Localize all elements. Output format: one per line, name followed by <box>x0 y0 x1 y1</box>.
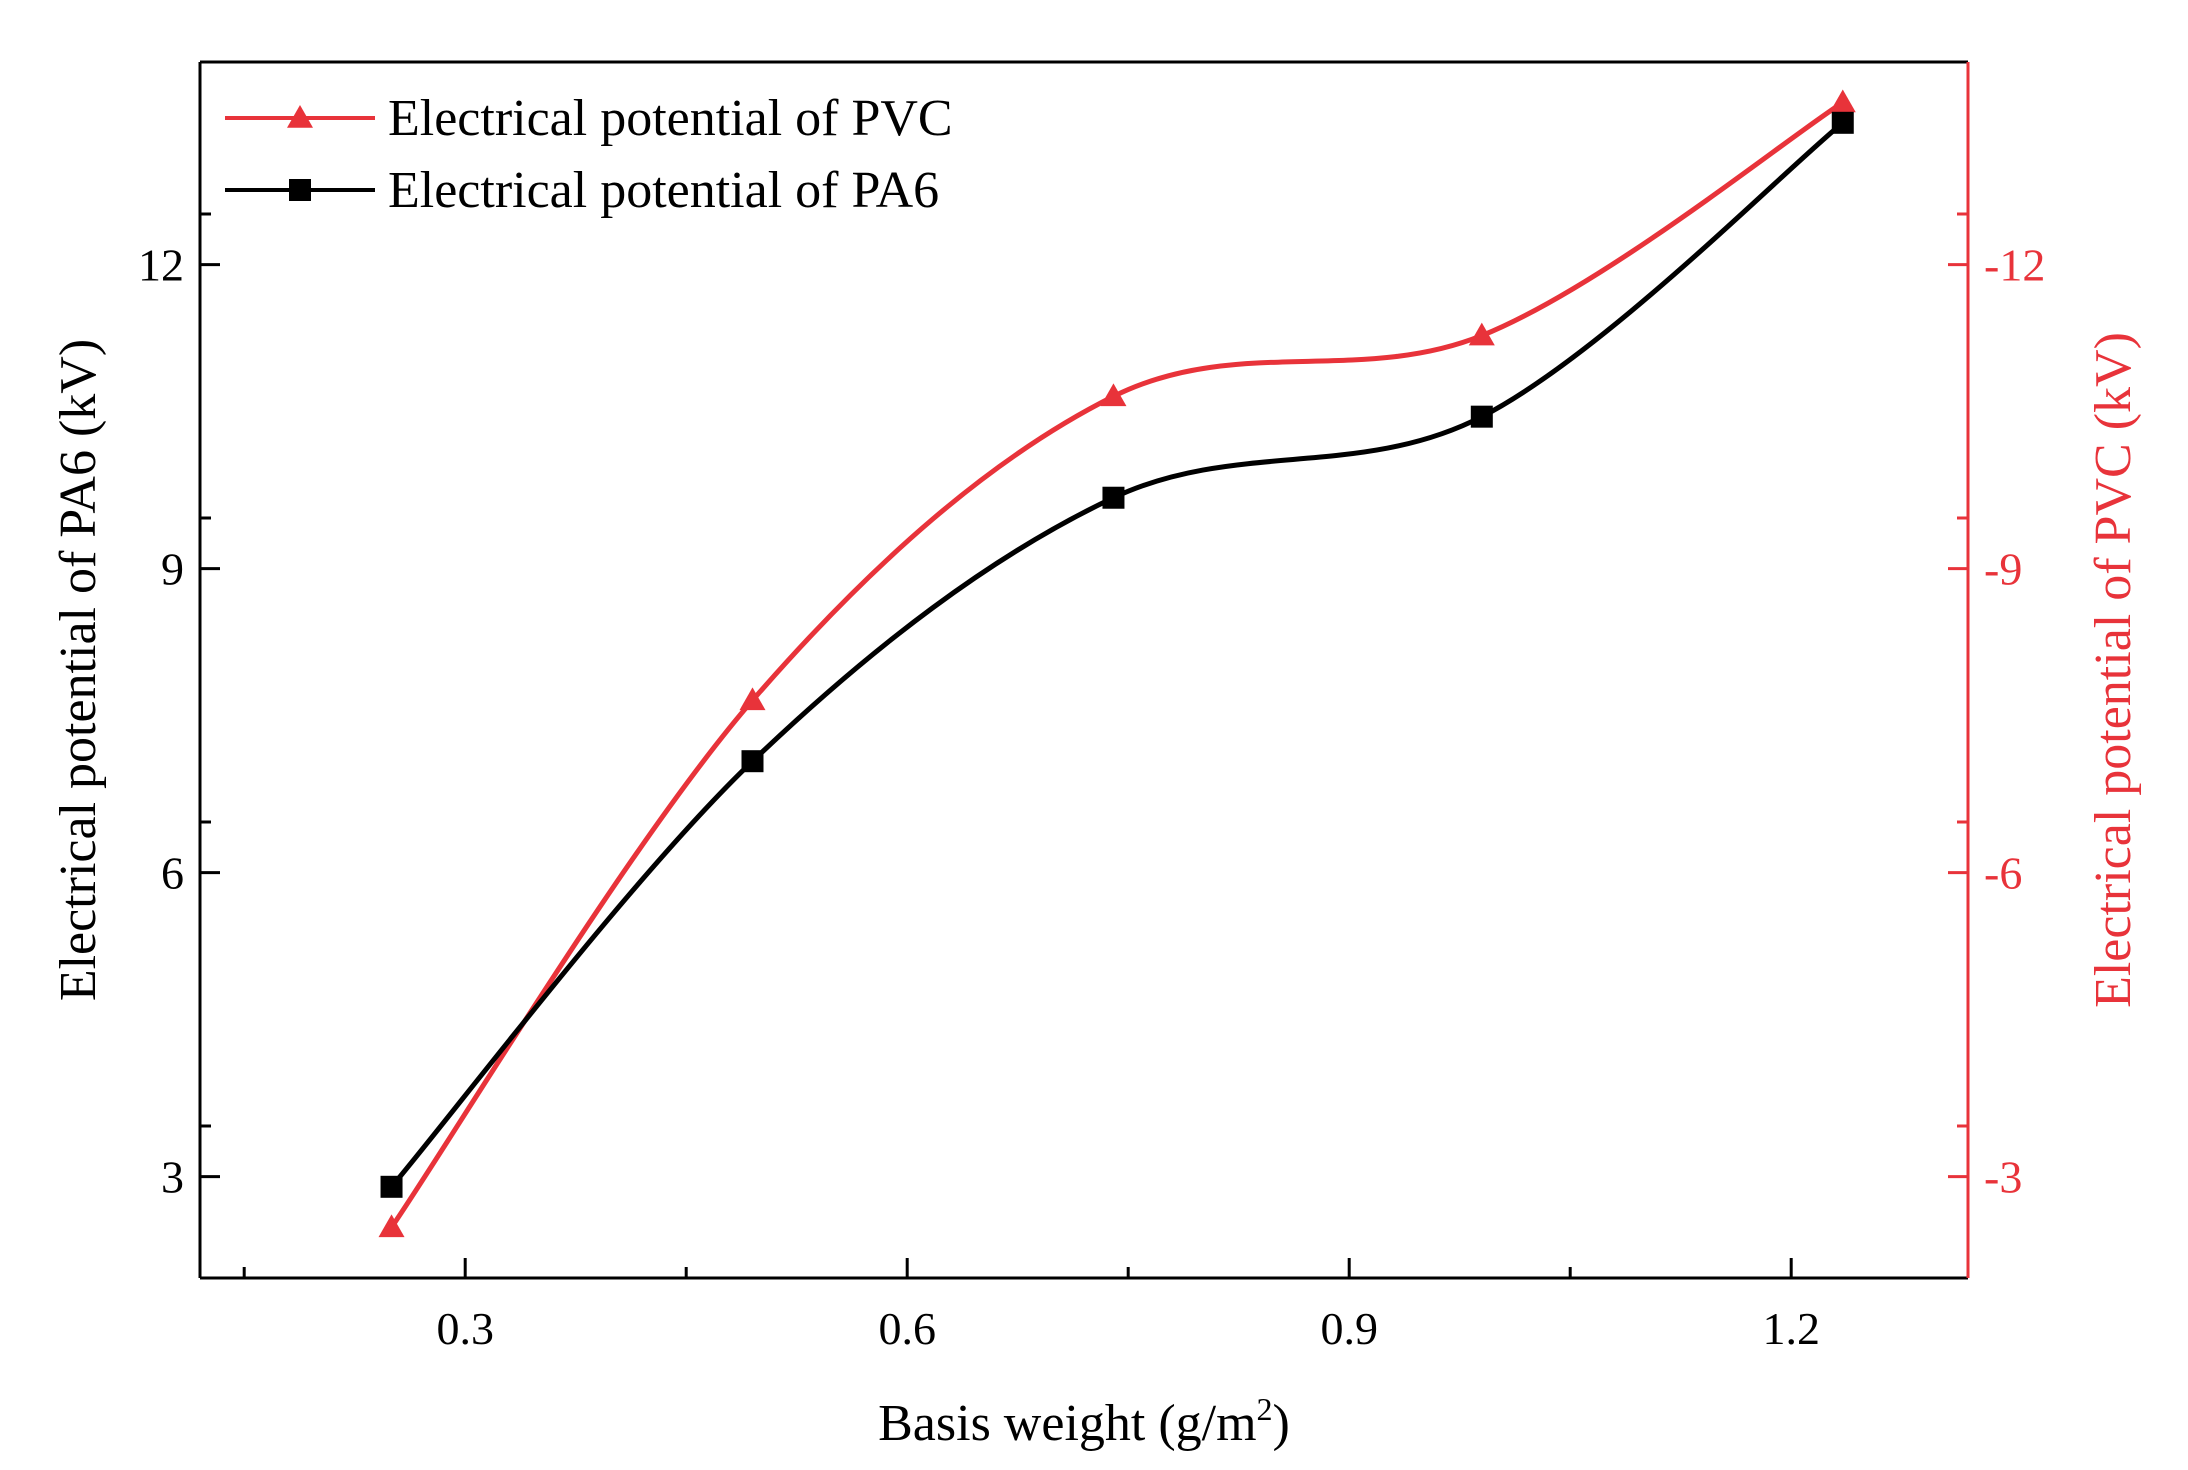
y-left-tick-label: 9 <box>161 544 184 595</box>
y-left-tick-label: 12 <box>138 240 184 291</box>
x-tick-label: 1.2 <box>1762 1303 1820 1354</box>
series-pvc <box>378 89 1856 1238</box>
y-right-tick-label: -9 <box>1984 544 2022 595</box>
data-point-triangle <box>378 1214 405 1238</box>
x-tick-label: 0.6 <box>878 1303 936 1354</box>
y-axis-left-title: Electrical potential of PA6 (kV) <box>50 339 107 1001</box>
legend-pvc-triangle-marker <box>287 105 313 128</box>
y-right-tick-label: -3 <box>1984 1152 2022 1203</box>
data-point-triangle <box>739 687 766 711</box>
data-point-square <box>1102 486 1125 509</box>
series-pa6 <box>380 111 1854 1198</box>
ticks-group: 0.3 0.6 0.9 1.2 3 6 9 12 -3 -6 -9 -12 <box>138 212 2045 1354</box>
x-axis-title-main: Basis weight (g/m <box>878 1395 1256 1452</box>
data-point-triangle <box>1468 322 1495 346</box>
data-point-triangle <box>1829 89 1856 113</box>
x-axis-title: Basis weight (g/m2) <box>878 1391 1290 1452</box>
data-point-square <box>1831 111 1854 134</box>
y-right-tick-label: -12 <box>1984 240 2045 291</box>
legend-pa6-label: Electrical potential of PA6 <box>388 162 939 219</box>
data-point-triangle <box>1100 383 1127 407</box>
y-left-tick-label: 6 <box>161 848 184 899</box>
legend-pvc-label: Electrical potential of PVC <box>388 90 953 147</box>
x-tick-label: 0.3 <box>436 1303 494 1354</box>
legend-pa6-square-marker <box>289 179 311 201</box>
x-axis-title-end: ) <box>1273 1395 1290 1452</box>
series-group <box>378 89 1856 1238</box>
series-line <box>389 120 1845 1189</box>
x-tick-label: 0.9 <box>1320 1303 1378 1354</box>
data-point-square <box>380 1175 403 1198</box>
data-point-square <box>1470 405 1493 428</box>
y-right-tick-label: -6 <box>1984 848 2022 899</box>
y-left-tick-label: 3 <box>161 1152 184 1203</box>
y-axis-right-title: Electrical potential of PVC (kV) <box>2085 332 2142 1008</box>
data-point-square <box>741 750 764 773</box>
series-line <box>389 100 1845 1229</box>
x-axis-title-superscript: 2 <box>1257 1391 1273 1427</box>
legend: Electrical potential of PVC Electrical p… <box>225 90 953 219</box>
